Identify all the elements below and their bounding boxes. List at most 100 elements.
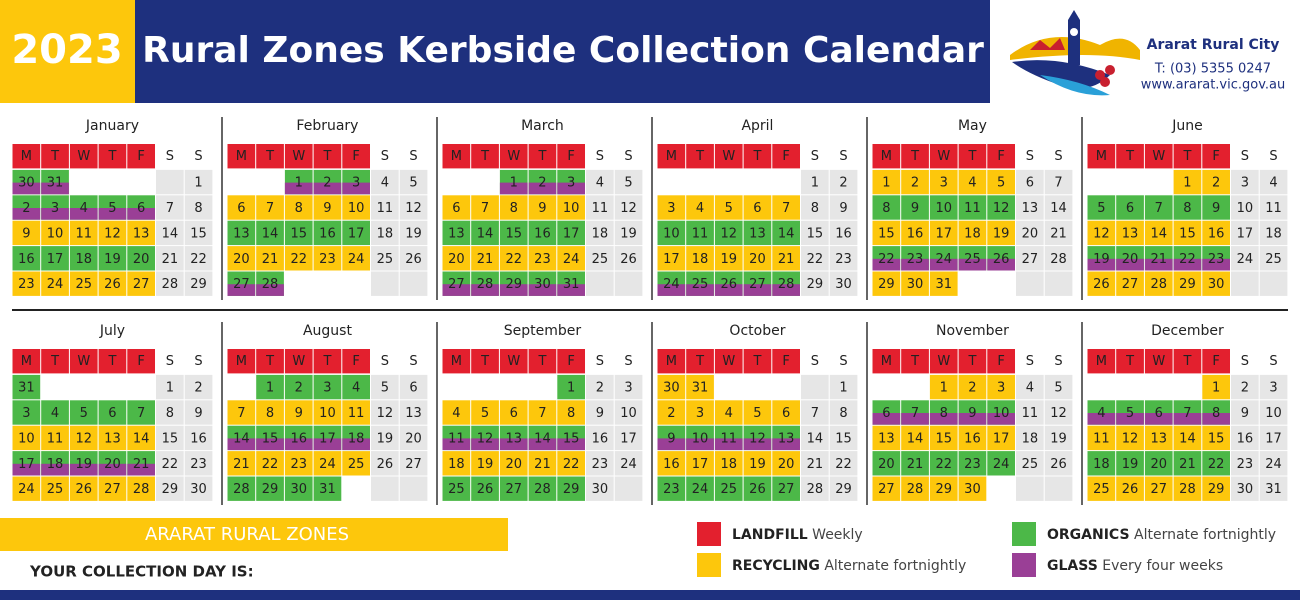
day-cell — [1087, 195, 1116, 220]
day-cell — [528, 195, 557, 220]
day-number: 21 — [262, 252, 279, 267]
day-cell — [1044, 451, 1073, 476]
weekday: M — [666, 354, 677, 369]
day-number: 27 — [133, 277, 150, 292]
day-cell — [371, 400, 399, 425]
day-cell — [958, 451, 987, 476]
weekday: W — [292, 149, 305, 164]
day-number: 18 — [1093, 457, 1110, 472]
day-cell — [12, 246, 41, 271]
weekday: F — [997, 354, 1004, 369]
weekday: S — [1026, 149, 1034, 164]
day-number: 23 — [534, 252, 551, 267]
month-name: February — [296, 118, 358, 134]
day-cell — [1116, 425, 1144, 451]
day-number: 6 — [882, 406, 890, 421]
weekday-cell — [801, 349, 829, 374]
day-number: 7 — [538, 406, 546, 421]
day-cell — [586, 169, 614, 195]
day-cell — [1016, 195, 1044, 220]
day-number: 3 — [51, 201, 59, 216]
day-number: 27 — [1150, 482, 1167, 497]
day-cell — [313, 220, 342, 246]
weekday: S — [381, 149, 389, 164]
day-cell — [1202, 169, 1230, 195]
day-number: 16 — [663, 457, 680, 472]
day-cell — [98, 476, 127, 501]
day-number: 9 — [1212, 201, 1220, 216]
weekday: S — [1269, 149, 1277, 164]
weekday-cell — [829, 144, 858, 169]
day-cell — [714, 220, 743, 246]
day-cell — [69, 246, 98, 271]
weekday-cell — [12, 349, 41, 374]
day-cell — [256, 374, 284, 400]
day-number: 13 — [405, 406, 422, 421]
day-number: 15 — [935, 431, 952, 446]
day-cell — [1144, 451, 1173, 476]
day-number: 22 — [835, 457, 852, 472]
day-number: 23 — [1208, 252, 1225, 267]
glass-stripe — [872, 413, 901, 425]
day-cell — [686, 374, 714, 400]
day-cell — [872, 220, 901, 246]
day-number: 20 — [448, 252, 465, 267]
day-cell — [987, 451, 1015, 476]
day-number: 11 — [448, 431, 465, 446]
day-cell — [987, 425, 1015, 451]
day-number: 19 — [75, 457, 92, 472]
legend-label: RECYCLING Alternate fortnightly — [732, 558, 966, 574]
day-cell — [1044, 476, 1073, 501]
day-number: 12 — [75, 431, 92, 446]
day-cell — [829, 220, 858, 246]
glass-stripe — [657, 284, 686, 296]
day-cell — [12, 476, 41, 501]
day-number: 26 — [377, 457, 394, 472]
day-cell — [772, 400, 800, 425]
day-cell — [586, 451, 614, 476]
day-cell — [371, 246, 399, 271]
day-cell — [256, 220, 284, 246]
day-number: 26 — [75, 482, 92, 497]
day-cell — [743, 220, 772, 246]
weekday: M — [451, 149, 462, 164]
day-cell — [1116, 451, 1144, 476]
day-number: 14 — [262, 226, 279, 241]
weekday: F — [137, 149, 144, 164]
day-number: 25 — [1093, 482, 1110, 497]
weekday-cell — [399, 144, 428, 169]
weekday: S — [409, 354, 417, 369]
day-cell — [586, 271, 614, 296]
day-cell — [686, 451, 714, 476]
day-number: 18 — [720, 457, 737, 472]
day-cell — [657, 220, 686, 246]
day-cell — [371, 271, 399, 296]
day-number: 16 — [290, 431, 307, 446]
collection-prompt: YOUR COLLECTION DAY IS: — [29, 563, 254, 581]
day-number: 1 — [266, 381, 274, 396]
day-number: 1 — [194, 176, 202, 191]
day-number: 1 — [567, 381, 575, 396]
day-number: 20 — [1150, 457, 1167, 472]
day-number: 13 — [133, 226, 150, 241]
day-number: 30 — [1208, 277, 1225, 292]
day-cell — [471, 220, 499, 246]
day-cell — [399, 400, 428, 425]
day-number: 28 — [262, 277, 279, 292]
day-cell — [657, 400, 686, 425]
weekday: W — [1152, 354, 1165, 369]
day-number: 14 — [907, 431, 924, 446]
day-cell — [442, 400, 471, 425]
day-cell — [184, 220, 213, 246]
day-cell — [614, 271, 643, 296]
weekday-cell — [686, 349, 714, 374]
day-number: 9 — [839, 201, 847, 216]
day-number: 10 — [1265, 406, 1282, 421]
day-number: 2 — [1241, 381, 1249, 396]
weekday: W — [937, 149, 950, 164]
day-number: 18 — [377, 226, 394, 241]
day-cell — [1259, 425, 1288, 451]
